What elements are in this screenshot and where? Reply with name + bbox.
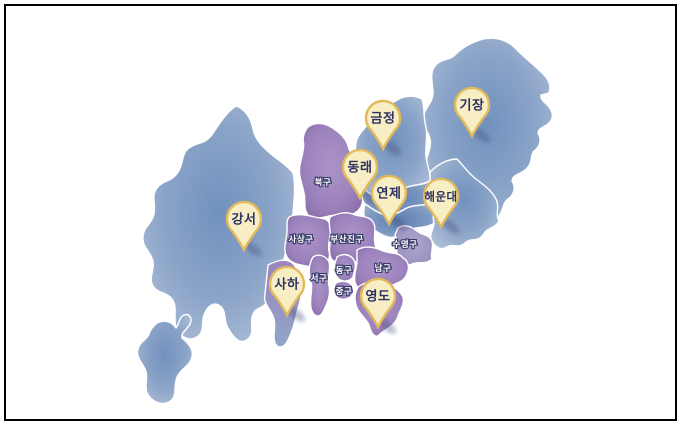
pin-label-geumjeong: 금정 — [371, 111, 396, 126]
pin-shadow — [377, 318, 397, 334]
pin-balloon — [341, 148, 379, 201]
region-label-suyeong-gu: 수영구 — [393, 239, 418, 249]
pin-label-dongnae: 동래 — [348, 160, 373, 175]
pin-label-yeongdo: 영도 — [366, 289, 391, 304]
region-label-jung-gu: 중구 — [336, 286, 353, 296]
pin-geumjeong[interactable]: 금정 — [364, 99, 403, 158]
region-label-sasang-gu: 사상구 — [289, 234, 314, 244]
pin-shadow — [286, 306, 306, 322]
pin-balloon — [370, 174, 408, 227]
region-label-busanjin-gu: 부산진구 — [330, 234, 363, 244]
pin-yeonje[interactable]: 연제 — [370, 174, 409, 233]
region-dong[interactable] — [333, 253, 356, 282]
pin-balloon — [453, 86, 491, 139]
pin-shadow — [382, 140, 402, 156]
pin-gijang[interactable]: 기장 — [453, 86, 492, 145]
regions — [136, 37, 554, 405]
region-label-nam-gu: 남구 — [375, 263, 392, 273]
pin-haeundae[interactable]: 해운대 — [422, 177, 461, 236]
region-label-buk-gu: 북구 — [315, 177, 332, 187]
pin-gangseo[interactable]: 강서 — [225, 200, 264, 259]
pin-label-haeundae: 해운대 — [424, 190, 457, 204]
pin-balloon — [422, 177, 460, 230]
region-seo[interactable] — [308, 254, 331, 317]
pin-label-gangseo: 강서 — [232, 212, 257, 227]
region-label-seo-gu: 서구 — [311, 273, 328, 283]
pin-shadow — [471, 127, 491, 143]
pin-shadow — [388, 215, 408, 231]
pin-yeongdo[interactable]: 영도 — [359, 277, 398, 336]
region-jung[interactable] — [333, 280, 355, 300]
pin-balloon — [359, 277, 397, 330]
pin-label-gijang: 기장 — [460, 98, 485, 113]
region-gadeokdo-island[interactable] — [136, 313, 194, 405]
pin-shadow — [243, 241, 263, 257]
pin-balloon — [225, 200, 263, 253]
pin-label-saha: 사하 — [275, 277, 300, 292]
pin-balloon — [268, 265, 306, 318]
region-gangseo[interactable] — [142, 105, 296, 343]
pin-shadow — [440, 218, 460, 234]
pin-label-yeonje: 연제 — [377, 186, 402, 201]
region-label-dong-gu: 동구 — [336, 265, 353, 275]
pin-saha[interactable]: 사하 — [268, 265, 307, 324]
pin-balloon — [364, 99, 402, 152]
